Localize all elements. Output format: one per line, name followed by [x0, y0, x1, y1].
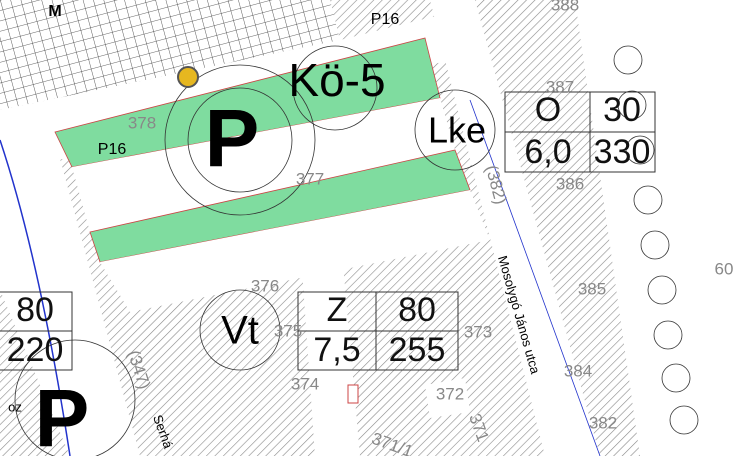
- road-label: P16: [98, 141, 127, 158]
- table-ratio: 7,5: [313, 331, 360, 369]
- tree: [633, 185, 663, 215]
- circle-outline: [199, 289, 281, 371]
- tree: [647, 275, 677, 305]
- zone-code: Vt: [221, 309, 259, 353]
- line-work: [347, 384, 359, 404]
- parcel-number: 375: [274, 321, 302, 340]
- area: [300, 230, 360, 456]
- tree: [669, 405, 699, 435]
- group: [613, 45, 699, 435]
- tree: [625, 135, 655, 165]
- fragment-label: oz: [8, 399, 22, 414]
- table-size: 330: [594, 133, 651, 171]
- circle-outline: [177, 66, 199, 88]
- parcel-number: 377: [296, 169, 324, 188]
- area: [575, 0, 740, 456]
- parcel-number: 387: [546, 77, 574, 96]
- tree: [653, 320, 683, 350]
- zone-code: Kö-5: [288, 54, 385, 106]
- table-size: 220: [7, 331, 64, 369]
- group: [0, 91, 656, 371]
- circle-outline: [187, 87, 293, 193]
- parking-sign: P: [35, 374, 90, 456]
- parking-sign: P: [205, 94, 260, 185]
- line-work: [469, 99, 601, 456]
- table-height: 80: [16, 291, 54, 329]
- block-label: M: [48, 3, 61, 20]
- side-label: 60: [715, 259, 734, 278]
- parcel-number: 382: [589, 413, 617, 432]
- area: [0, 0, 340, 110]
- parcel-number: 372: [436, 384, 464, 403]
- parcel-number: 374: [291, 374, 319, 393]
- table-ratio: 6,0: [524, 133, 571, 171]
- parcel-number: 384: [564, 361, 592, 380]
- area: [100, 190, 490, 312]
- area: [430, 0, 600, 456]
- table-size: 255: [389, 331, 446, 369]
- area: [425, 378, 470, 418]
- tree: [640, 230, 670, 260]
- road-label: P16: [371, 11, 400, 28]
- table-zone: O: [535, 91, 561, 129]
- tree: [661, 363, 691, 393]
- parcel-number: 378: [128, 113, 156, 132]
- table-height: 80: [398, 291, 436, 329]
- line-work: [0, 291, 73, 371]
- table-zone: Z: [327, 291, 348, 329]
- table-height: 30: [603, 91, 641, 129]
- tree: [613, 45, 643, 75]
- group: [14, 45, 496, 456]
- area: [72, 98, 455, 232]
- parcel-number: 385: [578, 279, 606, 298]
- parcel-number: 386: [556, 174, 584, 193]
- circle-outline: [414, 89, 496, 171]
- line-work: [0, 139, 71, 456]
- parcel-number: 388: [551, 0, 579, 14]
- area: [0, 120, 140, 456]
- zone-code: Lke: [428, 110, 486, 151]
- parcel-number: 376: [251, 276, 279, 295]
- circle-outline: [14, 339, 136, 456]
- circle-outline: [164, 64, 316, 216]
- tree: [617, 90, 647, 120]
- circle-outline: [292, 45, 378, 131]
- parcel-number: 373: [464, 322, 492, 341]
